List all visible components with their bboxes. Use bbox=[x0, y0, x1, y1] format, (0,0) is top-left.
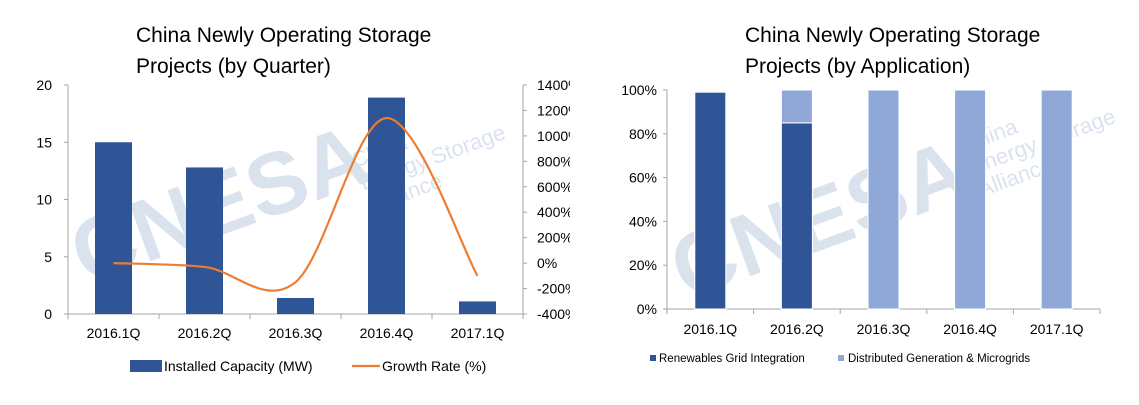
bar-installed-capacity bbox=[368, 97, 405, 314]
chart-title-line-1: China Newly Operating Storage bbox=[745, 24, 1040, 47]
x-tick-label: 2016.2Q bbox=[178, 325, 232, 341]
x-tick-label: 2016.3Q bbox=[857, 321, 911, 337]
bar-distributed bbox=[780, 89, 813, 124]
legend-label: Distributed Generation & Microgrids bbox=[848, 353, 1030, 365]
x-tick-label: 2016.4Q bbox=[360, 325, 414, 341]
y2-tick-label: 400% bbox=[537, 204, 570, 220]
bar-installed-capacity bbox=[186, 167, 223, 314]
y2-tick-label: 600% bbox=[537, 179, 570, 195]
y-tick-label: 0% bbox=[637, 301, 657, 317]
y2-tick-label: -400% bbox=[537, 306, 570, 322]
x-tick-label: 2016.2Q bbox=[770, 321, 824, 337]
x-tick-label: 2016.1Q bbox=[683, 321, 737, 337]
x-tick-label: 2016.1Q bbox=[87, 325, 141, 341]
bar-renewables bbox=[694, 91, 727, 310]
y-tick-label: 10 bbox=[36, 192, 52, 208]
chart-title-line-2: Projects (by Application) bbox=[745, 55, 970, 78]
x-tick-label: 2017.1Q bbox=[451, 325, 505, 341]
legend-label: Growth Rate (%) bbox=[382, 358, 486, 374]
bar-distributed bbox=[1040, 89, 1073, 310]
y2-tick-label: 800% bbox=[537, 153, 570, 169]
y-tick-label: 0 bbox=[44, 306, 52, 322]
y2-tick-label: 1000% bbox=[537, 128, 570, 144]
legend-swatch-bar bbox=[130, 360, 162, 372]
y2-tick-label: 200% bbox=[537, 230, 570, 246]
chart-title-line-1: China Newly Operating Storage bbox=[136, 24, 431, 47]
y2-tick-label: 1400% bbox=[537, 77, 570, 93]
x-tick-label: 2017.1Q bbox=[1030, 321, 1084, 337]
y-tick-label: 60% bbox=[629, 170, 657, 186]
y-tick-label: 20 bbox=[36, 77, 52, 93]
y2-tick-label: 1200% bbox=[537, 102, 570, 118]
chart-title-line-2: Projects (by Quarter) bbox=[136, 55, 331, 78]
x-tick-label: 2016.4Q bbox=[943, 321, 997, 337]
bar-installed-capacity bbox=[459, 301, 496, 314]
bar-renewables bbox=[780, 122, 813, 310]
y-tick-label: 5 bbox=[44, 249, 52, 265]
legend-label: Installed Capacity (MW) bbox=[164, 358, 313, 374]
legend-swatch bbox=[650, 355, 656, 361]
x-tick-label: 2016.3Q bbox=[269, 325, 323, 341]
bar-distributed bbox=[954, 89, 987, 310]
line-growth-rate bbox=[113, 116, 479, 292]
y2-tick-label: -200% bbox=[537, 281, 570, 297]
y-tick-label: 40% bbox=[629, 213, 657, 229]
y-tick-label: 80% bbox=[629, 126, 657, 142]
bar-distributed bbox=[867, 89, 900, 310]
y-tick-label: 15 bbox=[36, 134, 52, 150]
legend-swatch bbox=[838, 355, 844, 361]
y2-tick-label: 0% bbox=[537, 255, 557, 271]
bar-installed-capacity bbox=[95, 142, 132, 314]
y-tick-label: 100% bbox=[621, 82, 657, 98]
y-tick-label: 20% bbox=[629, 257, 657, 273]
legend-label: Renewables Grid Integration bbox=[659, 353, 805, 365]
bar-installed-capacity bbox=[277, 297, 314, 314]
